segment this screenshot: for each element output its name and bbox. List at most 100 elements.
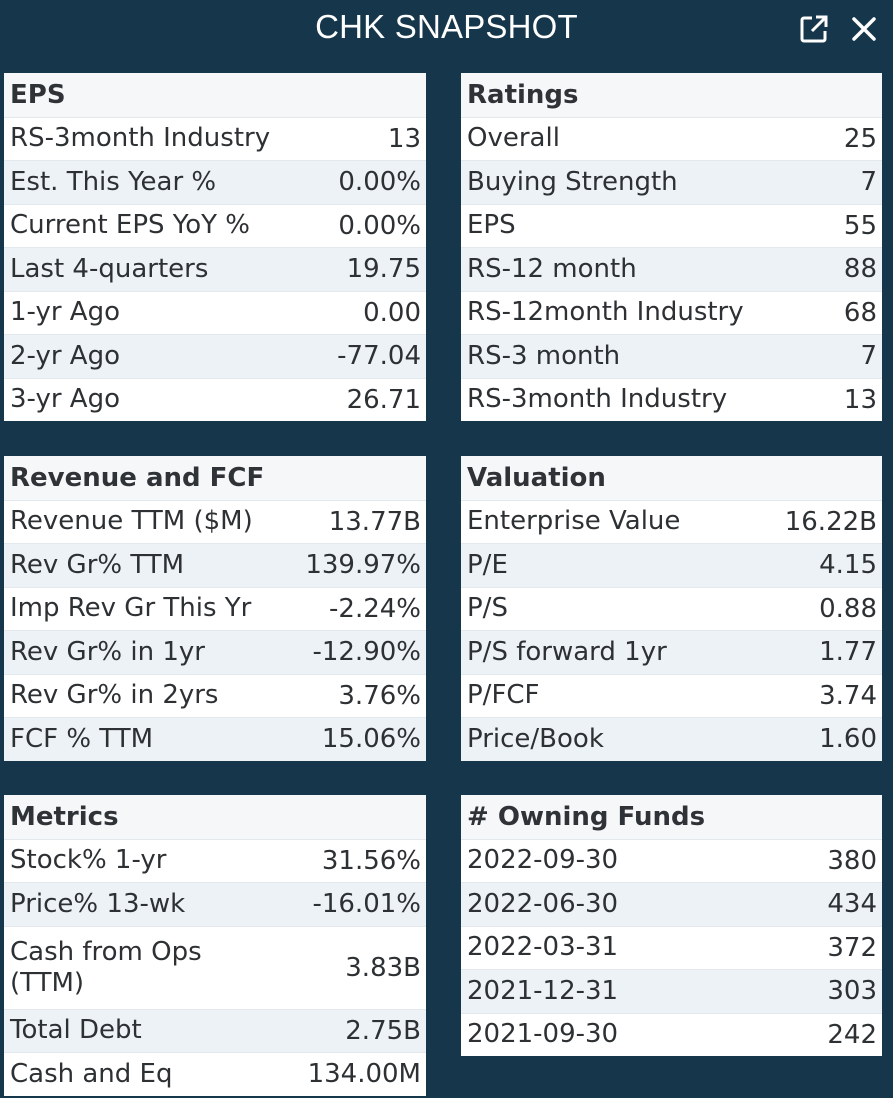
- table-row: 2-yr Ago -77.04: [4, 334, 426, 378]
- row-value: 13.77B: [328, 506, 421, 537]
- row-label: FCF % TTM: [10, 723, 154, 754]
- table-row: Current EPS YoY % 0.00%: [4, 203, 426, 248]
- row-value: 380: [827, 845, 877, 876]
- panel-header: Revenue and FCF: [4, 456, 426, 500]
- row-value: 88: [843, 254, 877, 285]
- table-row: Est. This Year % 0.00%: [4, 160, 426, 204]
- row-value: 13: [843, 384, 877, 415]
- table-row: P/S forward 1yr 1.77: [461, 630, 882, 674]
- row-label: Cash and Eq: [10, 1058, 173, 1089]
- metrics-panel: Metrics Stock% 1-yr 31.56% Price% 13-wk -1…: [4, 795, 426, 1096]
- row-label: 1-yr Ago: [10, 297, 121, 328]
- row-label: P/S: [467, 593, 508, 624]
- row-value: 372: [827, 932, 877, 963]
- row-value: 3.83B: [345, 952, 421, 983]
- ratings-panel: Ratings Overall 25 Buying Strength 7 EPS 55…: [461, 73, 882, 421]
- row-value: 19.75: [346, 254, 421, 285]
- close-icon[interactable]: [847, 12, 881, 46]
- table-row: RS-12 month 88: [461, 247, 882, 291]
- table-row: 2021-09-30 242: [461, 1012, 882, 1057]
- row-label: EPS: [467, 210, 516, 241]
- panel-header: Valuation: [461, 456, 882, 500]
- row-label: Price/Book: [467, 723, 604, 754]
- row-label: RS-3 month: [467, 340, 621, 371]
- row-label: Price% 13-wk: [10, 888, 186, 919]
- row-value: 26.71: [346, 384, 421, 415]
- table-row: RS-3 month 7: [461, 334, 882, 378]
- popout-icon[interactable]: [797, 12, 831, 46]
- revenue-panel: Revenue and FCF Revenue TTM ($M) 13.77B R…: [4, 456, 426, 761]
- eps-panel: EPS RS-3month Industry 13 Est. This Year …: [4, 73, 426, 421]
- panel-header: EPS: [4, 73, 426, 117]
- row-value: 3.74: [819, 680, 877, 711]
- panel-title: Valuation: [467, 462, 606, 493]
- table-row: P/E 4.15: [461, 543, 882, 587]
- row-label: Stock% 1-yr: [10, 845, 167, 876]
- table-row: 3-yr Ago 26.71: [4, 377, 426, 422]
- row-label: RS-12 month: [467, 253, 637, 284]
- row-label: RS-3month Industry: [10, 123, 271, 154]
- row-label: 2022-03-31: [467, 932, 619, 963]
- row-value: 2.75B: [345, 1015, 421, 1046]
- row-label: Cash from Ops (TTM): [10, 936, 202, 998]
- panel-header: # Owning Funds: [461, 795, 882, 839]
- row-label: 3-yr Ago: [10, 384, 121, 415]
- row-label: Rev Gr% in 2yrs: [10, 680, 219, 711]
- table-row: Buying Strength 7: [461, 160, 882, 204]
- row-value: 0.88: [819, 593, 877, 624]
- row-value: 0.00: [363, 297, 421, 328]
- table-row: Revenue TTM ($M) 13.77B: [4, 499, 426, 544]
- row-value: 0.00%: [338, 210, 421, 241]
- row-label: Total Debt: [10, 1015, 142, 1046]
- header-bar: CHK SNAPSHOT: [0, 0, 893, 58]
- table-row: FCF % TTM 15.06%: [4, 717, 426, 761]
- row-label: Est. This Year %: [10, 166, 217, 197]
- row-value: -12.90%: [312, 637, 421, 668]
- table-row: Rev Gr% TTM 139.97%: [4, 543, 426, 587]
- row-label: Last 4-quarters: [10, 253, 209, 284]
- row-label: RS-12month Industry: [467, 297, 744, 328]
- row-value: 16.22B: [784, 506, 877, 537]
- table-row: RS-3month Industry 13: [4, 116, 426, 161]
- table-row: Price% 13-wk -16.01%: [4, 882, 426, 926]
- row-label: 2-yr Ago: [10, 340, 121, 371]
- table-row: Enterprise Value 16.22B: [461, 499, 882, 544]
- row-value: 7: [860, 341, 877, 372]
- row-value: 4.15: [819, 550, 877, 581]
- row-label: Rev Gr% TTM: [10, 549, 185, 580]
- row-label: P/S forward 1yr: [467, 636, 667, 667]
- table-row: RS-12month Industry 68: [461, 290, 882, 335]
- row-value: 25: [843, 123, 877, 154]
- valuation-panel: Valuation Enterprise Value 16.22B P/E 4.15…: [461, 456, 882, 761]
- panel-title: # Owning Funds: [467, 801, 706, 832]
- row-label: 2022-09-30: [467, 845, 619, 876]
- row-value: 13: [387, 123, 421, 154]
- row-label: 2022-06-30: [467, 888, 619, 919]
- row-label: Revenue TTM ($M): [10, 506, 253, 537]
- panel-title: Metrics: [10, 801, 119, 832]
- table-row: Total Debt 2.75B: [4, 1008, 426, 1052]
- row-value: 242: [827, 1019, 877, 1050]
- panel-title: Revenue and FCF: [10, 462, 265, 493]
- page-title: CHK SNAPSHOT: [315, 8, 578, 45]
- panel-title: EPS: [10, 79, 66, 110]
- row-label: Overall: [467, 123, 560, 154]
- row-value: 55: [843, 210, 877, 241]
- row-value: 303: [827, 976, 877, 1007]
- row-label: Buying Strength: [467, 166, 678, 197]
- row-value: 68: [843, 297, 877, 328]
- row-value: 0.00%: [338, 167, 421, 198]
- row-label: Imp Rev Gr This Yr: [10, 593, 252, 624]
- row-value: 1.60: [819, 724, 877, 755]
- table-row: Cash from Ops (TTM) 3.83B: [4, 925, 426, 1009]
- row-label: Enterprise Value: [467, 506, 681, 537]
- row-value: 3.76%: [338, 680, 421, 711]
- table-row: RS-3month Industry 13: [461, 377, 882, 422]
- table-row: Rev Gr% in 1yr -12.90%: [4, 630, 426, 674]
- panel-title: Ratings: [467, 79, 579, 110]
- row-label: Current EPS YoY %: [10, 210, 250, 241]
- row-label: P/E: [467, 549, 508, 580]
- row-value: 134.00M: [307, 1059, 421, 1090]
- row-value: -16.01%: [312, 889, 421, 920]
- row-value: 7: [860, 167, 877, 198]
